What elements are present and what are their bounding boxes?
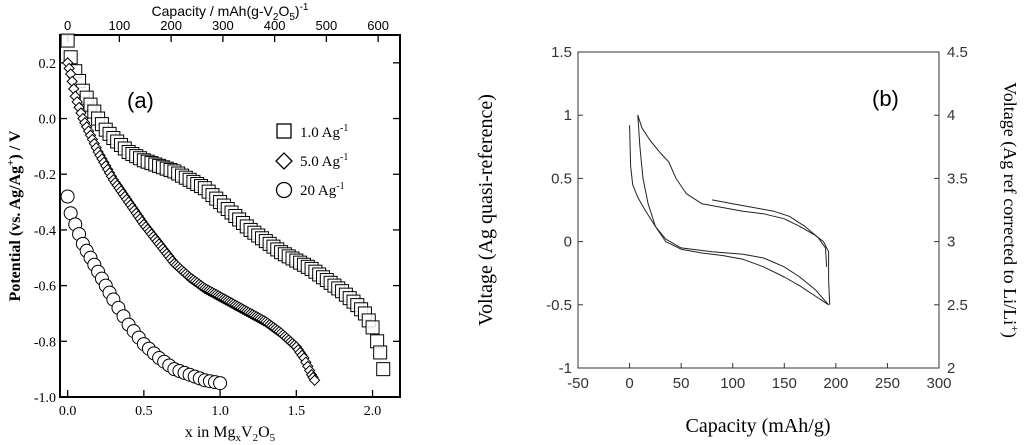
data-point-diamond — [308, 374, 321, 386]
panel-a-y-axis-label: Potential (vs. Ag/Ag+) / V — [5, 130, 24, 301]
series-square — [60, 33, 391, 377]
panel-a-x-tick-label: 0.5 — [135, 404, 153, 419]
panel-a-bottom-axis-ticks: 0.0 0.5 1.0 1.5 2.0 — [59, 390, 381, 419]
legend-marker-square — [276, 123, 292, 139]
panel-b-x-tick-label: 100 — [720, 375, 745, 392]
panel-a-x-tick-label: 2.0 — [364, 404, 382, 419]
panel-b-frame — [577, 51, 940, 369]
panel-b-y2-tick-label: 2.5 — [947, 297, 968, 314]
legend-label-20-ag: 20 Ag-1 — [300, 181, 345, 199]
panel-b-y-tick-label: 1 — [564, 107, 572, 124]
data-point-square — [376, 362, 391, 377]
data-point-square — [60, 33, 75, 48]
panel-a-top-tick-label: 500 — [316, 18, 338, 33]
panel-b-label: (b) — [872, 86, 899, 111]
panel-b-x-tick-label: 250 — [875, 375, 900, 392]
panel-a-series — [60, 33, 391, 391]
panel-a-y-tick-label: -0.2 — [34, 168, 56, 183]
panel-a-top-axis-label: Capacity / mAh(g-V2O5)-1 — [152, 2, 309, 23]
panel-b-y-tick-label: 0.5 — [551, 170, 572, 187]
panel-b-y-tick-label: 1.5 — [551, 44, 572, 61]
panel-a-top-tick-label: 600 — [367, 18, 389, 33]
series-circle — [60, 189, 228, 391]
panel-b-y-axis-label: Voltage (Ag quasi-reference) — [475, 94, 497, 326]
series-diamond — [61, 57, 321, 386]
legend-label-5-ag: 5.0 Ag-1 — [300, 152, 348, 170]
panel-a: 0.0 0.5 1.0 1.5 2.0 0.2 0.0 -0.2 -0.4 -0.6 -0.8 -1… — [5, 2, 401, 444]
panel-b-y-tick-label: -1 — [559, 360, 572, 377]
panel-b-y-tick-label: 0 — [564, 234, 572, 251]
series-line-cycle-3 — [712, 199, 828, 267]
panel-a-x-tick-label: 1.0 — [211, 404, 229, 419]
panel-a-label: (a) — [127, 88, 154, 113]
panel-b-x-tick-label: 150 — [772, 375, 797, 392]
panel-a-x-tick-label: 1.5 — [288, 404, 306, 419]
panel-a-top-tick-label: 400 — [264, 18, 286, 33]
panel-b-y2-tick-label: 3 — [947, 234, 955, 251]
data-point-square — [373, 345, 388, 360]
panel-b-y2-tick-label: 3.5 — [947, 170, 968, 187]
panel-b-x-axis-label: Capacity (mAh/g) — [686, 415, 831, 437]
panel-b-x-axis-ticks: -50 0 50 100 150 200 250 300 — [567, 363, 952, 392]
data-point-square — [365, 320, 380, 335]
panel-b-y2-tick-label: 4.5 — [947, 44, 968, 61]
panel-a-legend: 1.0 Ag-1 5.0 Ag-1 20 Ag-1 — [275, 123, 348, 199]
panel-a-y-tick-label: -0.8 — [34, 335, 56, 350]
panel-a-left-axis-ticks: 0.2 0.0 -0.2 -0.4 -0.6 -0.8 -1.0 — [34, 57, 400, 406]
panel-a-top-tick-label: 300 — [212, 18, 234, 33]
panel-b-x-tick-label: 0 — [625, 375, 633, 392]
panel-a-y-tick-label: -1.0 — [34, 391, 56, 406]
panel-a-top-axis-ticks: 0 100 200 300 400 500 600 — [64, 18, 389, 42]
legend-marker-diamond — [275, 152, 293, 170]
panel-a-y-tick-label: 0.0 — [39, 113, 57, 128]
data-point-circle — [60, 189, 75, 204]
data-point-circle — [213, 376, 228, 391]
series-line-cycle-1 — [629, 125, 829, 306]
panel-a-top-tick-label: 200 — [160, 18, 182, 33]
panel-a-x-axis-label: x in MgxV2O5 — [185, 424, 276, 444]
panel-b-series — [629, 114, 831, 306]
panel-b-y2-axis-label: Voltage (Ag ref corrected to Li/Li+) — [999, 82, 1022, 338]
panel-b-x-tick-label: 200 — [823, 375, 848, 392]
panel-b: -50 0 50 100 150 200 250 300 -1 -0.5 0 0.5 1 1.5 2 2.… — [475, 44, 1022, 437]
panel-a-y-tick-label: -0.4 — [34, 224, 56, 239]
panel-b-y-tick-label: -0.5 — [546, 297, 572, 314]
panel-a-x-tick-label: 0.0 — [59, 404, 77, 419]
panel-a-y-tick-label: -0.6 — [34, 280, 56, 295]
series-line-cycle-2 — [637, 114, 831, 306]
panel-a-frame — [59, 34, 401, 398]
legend-marker-circle — [275, 181, 293, 199]
panel-b-right-axis-ticks: 2 2.5 3 3.5 4 4.5 — [934, 44, 968, 377]
panel-b-x-tick-label: 50 — [673, 375, 690, 392]
panel-b-y2-tick-label: 4 — [947, 107, 955, 124]
panel-a-top-tick-label: 0 — [64, 18, 71, 33]
panel-a-top-tick-label: 100 — [109, 18, 131, 33]
panel-b-left-axis-ticks: -1 -0.5 0 0.5 1 1.5 — [546, 44, 583, 377]
legend-label-1-ag: 1.0 Ag-1 — [300, 123, 348, 141]
panel-a-y-tick-label: 0.2 — [39, 57, 57, 72]
panel-b-y2-tick-label: 2 — [947, 360, 955, 377]
panel-b-x-tick-label: 300 — [926, 375, 951, 392]
panel-b-x-tick-label: -50 — [567, 375, 589, 392]
